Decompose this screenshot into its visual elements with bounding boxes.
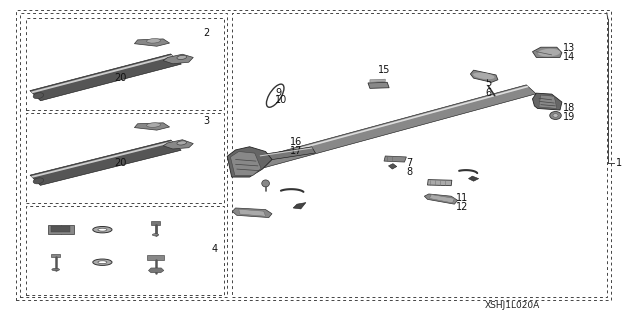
Polygon shape bbox=[48, 225, 74, 234]
Text: 9: 9 bbox=[275, 87, 282, 98]
Text: 20: 20 bbox=[114, 73, 126, 83]
Text: 18: 18 bbox=[563, 103, 575, 114]
Text: 12: 12 bbox=[456, 202, 468, 212]
Ellipse shape bbox=[473, 73, 495, 79]
Polygon shape bbox=[293, 203, 306, 209]
Polygon shape bbox=[148, 268, 164, 273]
Ellipse shape bbox=[93, 259, 112, 265]
Text: 7: 7 bbox=[406, 158, 413, 168]
Polygon shape bbox=[470, 70, 498, 82]
Polygon shape bbox=[232, 208, 272, 218]
Ellipse shape bbox=[98, 228, 107, 231]
Polygon shape bbox=[424, 194, 458, 204]
Polygon shape bbox=[370, 79, 385, 82]
Ellipse shape bbox=[152, 234, 159, 236]
Ellipse shape bbox=[262, 180, 269, 187]
Text: 6: 6 bbox=[485, 87, 492, 98]
Ellipse shape bbox=[52, 268, 60, 271]
Text: 16: 16 bbox=[290, 137, 302, 147]
Polygon shape bbox=[388, 164, 397, 169]
Ellipse shape bbox=[33, 178, 44, 184]
Polygon shape bbox=[134, 39, 170, 46]
Polygon shape bbox=[468, 176, 479, 181]
Text: 19: 19 bbox=[563, 112, 575, 122]
Text: 4: 4 bbox=[211, 244, 218, 255]
Polygon shape bbox=[147, 255, 164, 260]
Ellipse shape bbox=[266, 84, 284, 107]
Ellipse shape bbox=[98, 261, 107, 263]
Polygon shape bbox=[134, 123, 170, 130]
Polygon shape bbox=[30, 54, 181, 101]
Text: 10: 10 bbox=[275, 95, 287, 106]
Polygon shape bbox=[51, 254, 60, 257]
Text: 20: 20 bbox=[114, 158, 126, 168]
Text: XSHJ1L020A: XSHJ1L020A bbox=[484, 301, 540, 310]
Polygon shape bbox=[539, 95, 557, 108]
Polygon shape bbox=[260, 147, 313, 156]
Ellipse shape bbox=[147, 39, 161, 43]
Text: 11: 11 bbox=[456, 193, 468, 204]
Text: 17: 17 bbox=[290, 146, 302, 156]
Text: 5: 5 bbox=[485, 78, 492, 88]
Polygon shape bbox=[384, 156, 406, 162]
Polygon shape bbox=[31, 141, 173, 178]
Ellipse shape bbox=[550, 112, 561, 120]
Polygon shape bbox=[163, 54, 193, 64]
Ellipse shape bbox=[538, 49, 560, 56]
Polygon shape bbox=[532, 93, 562, 110]
Ellipse shape bbox=[177, 141, 187, 145]
Ellipse shape bbox=[33, 93, 44, 99]
Ellipse shape bbox=[177, 55, 187, 60]
Polygon shape bbox=[230, 152, 261, 175]
Polygon shape bbox=[30, 140, 181, 185]
Polygon shape bbox=[259, 147, 316, 161]
Polygon shape bbox=[532, 47, 562, 57]
Polygon shape bbox=[368, 82, 389, 88]
Text: 13: 13 bbox=[563, 43, 575, 54]
Polygon shape bbox=[246, 86, 529, 164]
Polygon shape bbox=[31, 55, 173, 93]
Polygon shape bbox=[227, 147, 272, 177]
Ellipse shape bbox=[147, 123, 161, 127]
Polygon shape bbox=[51, 226, 70, 232]
Polygon shape bbox=[163, 140, 193, 149]
Text: 3: 3 bbox=[204, 116, 210, 126]
Polygon shape bbox=[429, 195, 454, 203]
Text: 2: 2 bbox=[204, 28, 210, 39]
Polygon shape bbox=[239, 209, 266, 216]
Ellipse shape bbox=[553, 114, 558, 117]
Polygon shape bbox=[151, 221, 160, 225]
Ellipse shape bbox=[93, 226, 112, 233]
Text: 1: 1 bbox=[616, 158, 622, 168]
Text: 15: 15 bbox=[378, 65, 390, 75]
Polygon shape bbox=[428, 180, 452, 186]
Text: 14: 14 bbox=[563, 52, 575, 62]
Text: 8: 8 bbox=[406, 167, 413, 177]
Polygon shape bbox=[244, 85, 536, 170]
